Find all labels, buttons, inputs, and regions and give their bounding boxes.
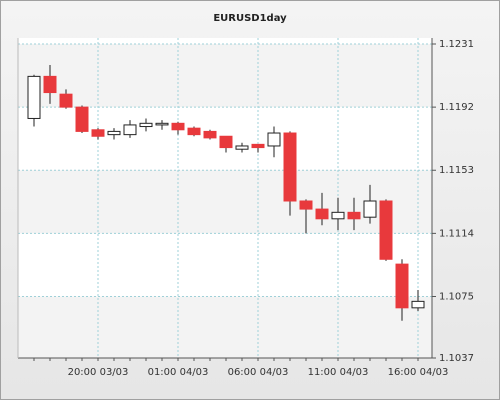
candle-body (123, 124, 137, 136)
candle-body (283, 132, 297, 202)
candle-body (411, 300, 425, 309)
y-tick-label: 1.1075 (439, 291, 474, 302)
candle-body (347, 211, 361, 220)
candle-body (363, 200, 377, 218)
band (18, 296, 432, 358)
x-tick-label: 20:00 03/03 (68, 367, 129, 378)
candle-body (235, 145, 249, 150)
candle-body (59, 93, 73, 108)
x-tick-label: 16:00 04/03 (388, 367, 449, 378)
candle-body (171, 122, 185, 131)
candle-body (331, 211, 345, 220)
candle-body (267, 132, 281, 147)
candle-body (315, 208, 329, 220)
candle-body (299, 200, 313, 210)
x-tick-label: 06:00 04/03 (228, 367, 289, 378)
candle-body (27, 75, 41, 119)
y-tick-label: 1.1153 (439, 165, 474, 176)
y-tick-label: 1.1231 (439, 39, 474, 50)
x-tick-label: 01:00 04/03 (148, 367, 209, 378)
x-tick-label: 11:00 04/03 (308, 367, 369, 378)
candle-body (187, 127, 201, 136)
candle-body (203, 130, 217, 139)
candle-body (139, 122, 153, 128)
candle-body (43, 75, 57, 94)
candle-body (395, 263, 409, 309)
chart-title: EURUSD1day (213, 13, 287, 24)
candle-body (251, 143, 265, 149)
y-tick-label: 1.1192 (439, 102, 474, 113)
band (18, 170, 432, 234)
band (18, 44, 432, 108)
y-tick-label: 1.1114 (439, 228, 474, 239)
candle-body (219, 135, 233, 149)
candle-body (107, 130, 121, 136)
candle-body (91, 129, 105, 137)
candle-body (379, 200, 393, 260)
candle-body (75, 106, 89, 132)
candle-body (155, 122, 169, 126)
y-tick-label: 1.1037 (439, 353, 474, 364)
